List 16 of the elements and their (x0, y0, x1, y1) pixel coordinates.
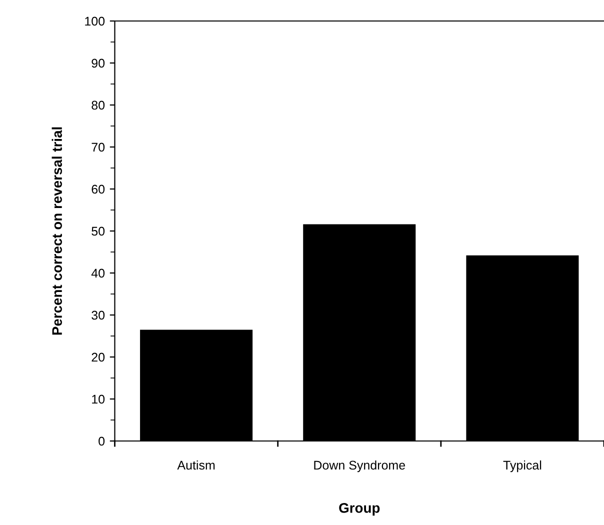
y-tick-label: 80 (92, 100, 105, 110)
y-tick-label: 100 (85, 16, 105, 26)
y-tick-label: 40 (91, 268, 105, 278)
y-tick-label: 20 (92, 352, 105, 362)
x-tick-label: Typical (503, 460, 542, 472)
y-axis-title: Percent correct on reversal trial (52, 127, 62, 335)
y-tick-label: 70 (92, 142, 105, 152)
x-tick-label: Down Syndrome (314, 460, 406, 472)
y-tick-label: 90 (92, 58, 105, 68)
y-tick-label: 30 (92, 310, 105, 320)
x-axis-title: Group (339, 503, 380, 516)
y-tick-label: 10 (92, 394, 105, 404)
y-tick-label: 0 (98, 436, 105, 446)
y-tick-label: 50 (92, 226, 105, 236)
x-tick-label: Autism (177, 460, 215, 470)
y-tick-label: 60 (92, 184, 105, 194)
